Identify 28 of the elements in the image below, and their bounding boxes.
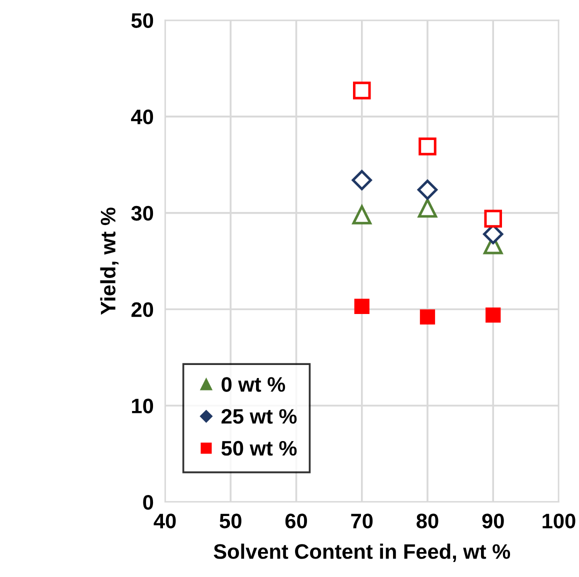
x-tick-label: 100 [542, 514, 576, 528]
point [418, 198, 438, 218]
point [352, 82, 371, 100]
y-tick-label: 10 [132, 398, 154, 414]
y-tick-label: 20 [131, 302, 154, 318]
x-tick-label: 40 [154, 514, 176, 528]
legend-label: 25 wt % [222, 409, 297, 424]
y-tick-label: 0 [143, 494, 154, 510]
x-tick-label: 80 [416, 514, 438, 528]
x-tick-label: 90 [482, 514, 504, 528]
y-tick-label: 40 [131, 110, 154, 124]
x-axis-title: Solvent Content in Feed, wt % [214, 544, 510, 562]
y-axis-title: Yield, wt % [100, 208, 119, 315]
legend-label: 0 wt % [222, 377, 286, 392]
point [352, 170, 372, 190]
point [352, 205, 372, 224]
legend-label: 50 wt % [221, 440, 297, 456]
point [354, 298, 370, 314]
x-tick-label: 50 [220, 514, 242, 528]
point [420, 309, 436, 325]
y-tick-label: 30 [131, 206, 154, 221]
point [418, 138, 436, 156]
x-tick-label: 70 [351, 514, 373, 528]
point [486, 307, 501, 323]
point [417, 180, 438, 200]
y-tick-label: 50 [131, 13, 154, 28]
point [484, 210, 502, 228]
x-tick-label: 60 [285, 514, 307, 528]
